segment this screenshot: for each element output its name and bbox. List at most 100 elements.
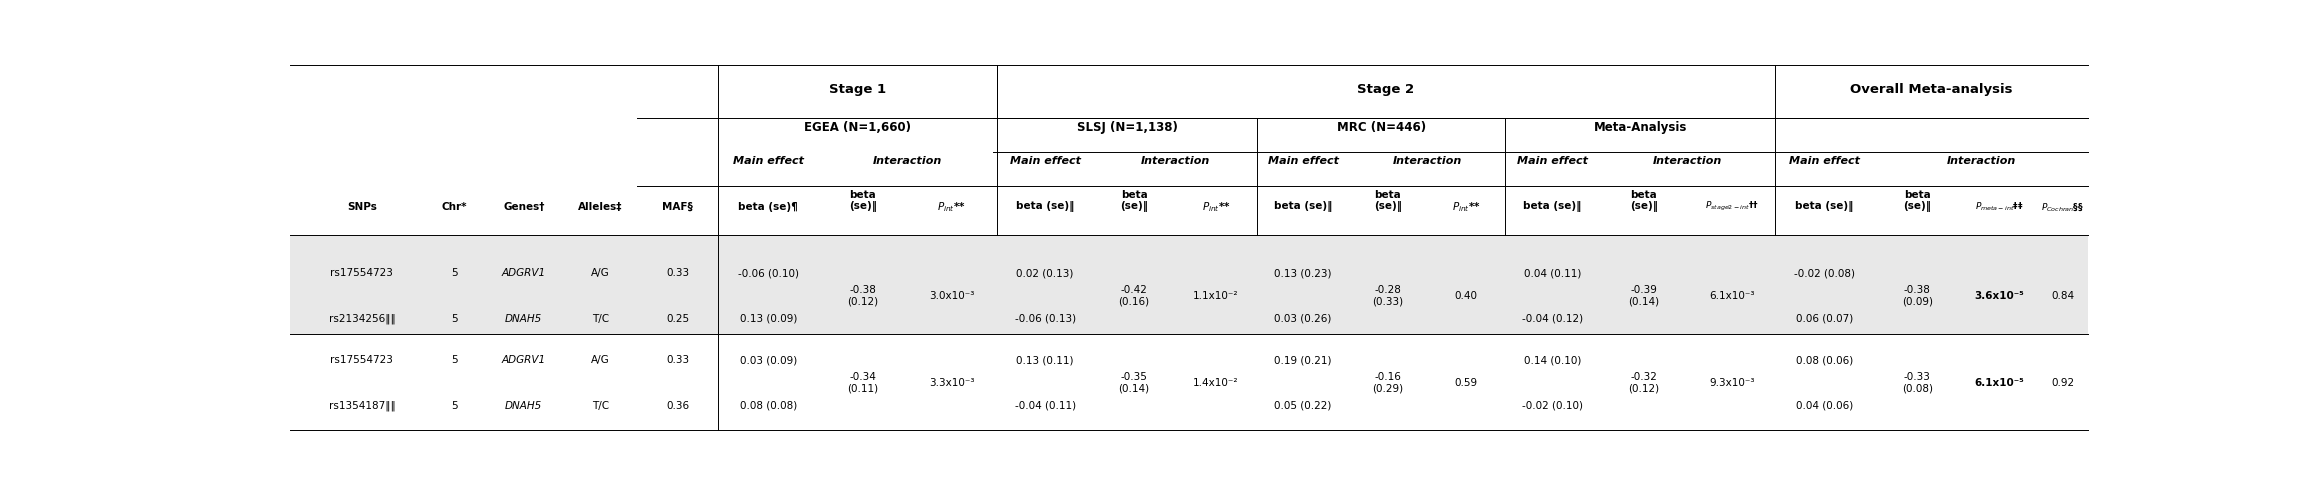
Text: 3.6x10⁻⁵: 3.6x10⁻⁵ — [1974, 291, 2023, 301]
Text: -0.06 (0.10): -0.06 (0.10) — [738, 268, 798, 278]
Text: -0.16
(0.29): -0.16 (0.29) — [1371, 372, 1404, 394]
Text: -0.35
(0.14): -0.35 (0.14) — [1118, 372, 1151, 394]
Text: -0.02 (0.08): -0.02 (0.08) — [1793, 268, 1856, 278]
Text: EGEA (N=1,660): EGEA (N=1,660) — [803, 121, 912, 134]
Text: -0.04 (0.11): -0.04 (0.11) — [1014, 400, 1076, 411]
Text: A/G: A/G — [592, 268, 610, 278]
Text: beta
(se)‖: beta (se)‖ — [1121, 190, 1148, 213]
Text: 0.06 (0.07): 0.06 (0.07) — [1796, 313, 1854, 324]
Text: Chr*: Chr* — [441, 202, 466, 212]
Text: Meta-Analysis: Meta-Analysis — [1594, 121, 1687, 134]
Text: 0.19 (0.21): 0.19 (0.21) — [1274, 355, 1332, 365]
Text: T/C: T/C — [592, 400, 608, 411]
Text: 0.08 (0.08): 0.08 (0.08) — [740, 400, 796, 411]
Text: 6.1x10⁻³: 6.1x10⁻³ — [1710, 291, 1754, 301]
Text: 0.33: 0.33 — [666, 268, 689, 278]
Text: rs17554723: rs17554723 — [329, 355, 394, 365]
Text: $P_{int}$**: $P_{int}$** — [937, 200, 965, 214]
Text: 0.13 (0.09): 0.13 (0.09) — [740, 313, 798, 324]
Text: -0.04 (0.12): -0.04 (0.12) — [1522, 313, 1582, 324]
Text: 0.04 (0.06): 0.04 (0.06) — [1796, 400, 1854, 411]
Text: Stage 2: Stage 2 — [1357, 83, 1415, 96]
Text: 0.14 (0.10): 0.14 (0.10) — [1524, 355, 1580, 365]
Text: 0.13 (0.23): 0.13 (0.23) — [1274, 268, 1332, 278]
Text: Interaction: Interaction — [1392, 156, 1462, 166]
Text: T/C: T/C — [592, 313, 608, 324]
Text: -0.39
(0.14): -0.39 (0.14) — [1629, 285, 1659, 307]
Text: beta
(se)‖: beta (se)‖ — [849, 190, 877, 213]
Text: 5: 5 — [450, 268, 457, 278]
Text: 6.1x10⁻⁵: 6.1x10⁻⁵ — [1974, 378, 2023, 388]
Text: 0.02 (0.13): 0.02 (0.13) — [1016, 268, 1074, 278]
Text: -0.42
(0.16): -0.42 (0.16) — [1118, 285, 1151, 307]
Text: Interaction: Interaction — [872, 156, 942, 166]
Text: Genes†: Genes† — [503, 202, 545, 212]
Text: -0.06 (0.13): -0.06 (0.13) — [1014, 313, 1076, 324]
Text: 0.33: 0.33 — [666, 355, 689, 365]
Text: rs17554723: rs17554723 — [329, 268, 394, 278]
Text: -0.38
(0.12): -0.38 (0.12) — [847, 285, 879, 307]
Text: rs2134256‖‖: rs2134256‖‖ — [329, 313, 394, 324]
Text: Interaction: Interaction — [1652, 156, 1721, 166]
Text: beta
(se)‖: beta (se)‖ — [1902, 190, 1930, 213]
Text: beta (se)‖: beta (se)‖ — [1274, 201, 1332, 212]
Text: beta
(se)‖: beta (se)‖ — [1373, 190, 1401, 213]
Text: 0.25: 0.25 — [666, 313, 689, 324]
Text: 0.84: 0.84 — [2051, 291, 2074, 301]
Text: 5: 5 — [450, 313, 457, 324]
Text: Alleles‡: Alleles‡ — [578, 202, 622, 212]
Text: $P_{Cochran}$§§: $P_{Cochran}$§§ — [2042, 201, 2083, 213]
Text: -0.33
(0.08): -0.33 (0.08) — [1902, 372, 1933, 394]
Text: Main effect: Main effect — [1517, 156, 1587, 166]
Text: 1.4x10⁻²: 1.4x10⁻² — [1192, 378, 1239, 388]
Text: Stage 1: Stage 1 — [828, 83, 886, 96]
Text: Main effect: Main effect — [1267, 156, 1339, 166]
Text: 0.92: 0.92 — [2051, 378, 2074, 388]
Text: Interaction: Interaction — [1946, 156, 2016, 166]
Text: -0.32
(0.12): -0.32 (0.12) — [1629, 372, 1659, 394]
Text: rs1354187‖‖: rs1354187‖‖ — [329, 400, 394, 411]
Text: 5: 5 — [450, 400, 457, 411]
Text: 0.08 (0.06): 0.08 (0.06) — [1796, 355, 1854, 365]
Text: 9.3x10⁻³: 9.3x10⁻³ — [1710, 378, 1754, 388]
Text: 0.59: 0.59 — [1455, 378, 1478, 388]
FancyBboxPatch shape — [290, 235, 2088, 334]
Text: 0.40: 0.40 — [1455, 291, 1478, 301]
Text: A/G: A/G — [592, 355, 610, 365]
Text: MRC (N=446): MRC (N=446) — [1336, 121, 1427, 134]
Text: 1.1x10⁻²: 1.1x10⁻² — [1192, 291, 1239, 301]
Text: -0.02 (0.10): -0.02 (0.10) — [1522, 400, 1582, 411]
Text: Overall Meta-analysis: Overall Meta-analysis — [1851, 83, 2014, 96]
Text: -0.38
(0.09): -0.38 (0.09) — [1902, 285, 1933, 307]
Text: 3.3x10⁻³: 3.3x10⁻³ — [928, 378, 974, 388]
Text: 0.13 (0.11): 0.13 (0.11) — [1016, 355, 1074, 365]
Text: Interaction: Interaction — [1141, 156, 1211, 166]
Text: beta (se)‖: beta (se)‖ — [1016, 201, 1074, 212]
Text: $P_{stage2-int}$††: $P_{stage2-int}$†† — [1705, 200, 1759, 214]
Text: ADGRV1: ADGRV1 — [501, 268, 545, 278]
Text: beta (se)‖: beta (se)‖ — [1796, 201, 1854, 212]
Text: Main effect: Main effect — [733, 156, 803, 166]
Text: Main effect: Main effect — [1009, 156, 1081, 166]
Text: ADGRV1: ADGRV1 — [501, 355, 545, 365]
Text: $P_{meta-int}$‡‡: $P_{meta-int}$‡‡ — [1974, 201, 2023, 213]
Text: -0.28
(0.33): -0.28 (0.33) — [1371, 285, 1404, 307]
Text: 0.03 (0.26): 0.03 (0.26) — [1274, 313, 1332, 324]
Text: 0.05 (0.22): 0.05 (0.22) — [1274, 400, 1332, 411]
Text: SLSJ (N=1,138): SLSJ (N=1,138) — [1076, 121, 1179, 134]
Text: $P_{int}$**: $P_{int}$** — [1452, 200, 1480, 214]
Text: MAF§: MAF§ — [661, 202, 694, 212]
Text: 3.0x10⁻³: 3.0x10⁻³ — [928, 291, 974, 301]
Text: DNAH5: DNAH5 — [506, 400, 543, 411]
Text: DNAH5: DNAH5 — [506, 313, 543, 324]
Text: -0.34
(0.11): -0.34 (0.11) — [847, 372, 879, 394]
Text: SNPs: SNPs — [348, 202, 376, 212]
Text: 0.04 (0.11): 0.04 (0.11) — [1524, 268, 1580, 278]
Text: 0.36: 0.36 — [666, 400, 689, 411]
Text: beta
(se)‖: beta (se)‖ — [1631, 190, 1659, 213]
Text: beta (se)¶: beta (se)¶ — [738, 202, 798, 212]
Text: 5: 5 — [450, 355, 457, 365]
Text: Main effect: Main effect — [1789, 156, 1861, 166]
Text: beta (se)‖: beta (se)‖ — [1522, 201, 1582, 212]
Text: $P_{int}$**: $P_{int}$** — [1202, 200, 1230, 214]
